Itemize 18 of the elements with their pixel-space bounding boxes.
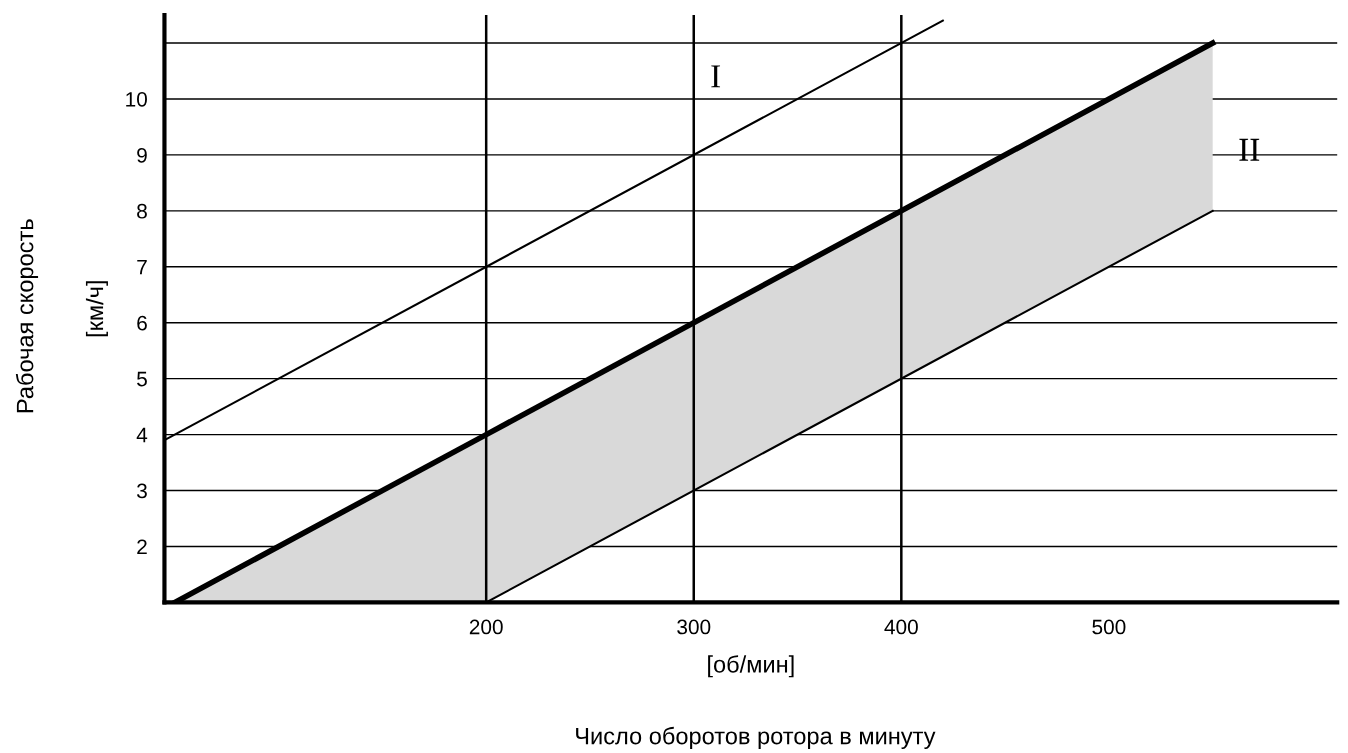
y-tick-label: 9 — [137, 147, 147, 163]
text: Рабочая скорость — [15, 219, 39, 413]
y-tick-label: 5 — [137, 371, 147, 387]
annotation: I — [711, 65, 721, 88]
text: Число оборотов ротора в минуту — [576, 726, 936, 750]
y-tick-label: 2 — [137, 539, 147, 555]
y-axis-title: [км/ч] — [85, 281, 108, 337]
y-tick-label: 10 — [126, 91, 147, 107]
y-tick-label: 8 — [137, 203, 147, 219]
y-tick-label: 3 — [137, 483, 147, 499]
x-tick-label: 200 — [469, 619, 503, 635]
y-tick-label: 6 — [137, 315, 147, 331]
y-tick-label: 4 — [136, 427, 148, 443]
x-axis-title: [об/мин] — [708, 655, 794, 678]
x-tick-label: 400 — [884, 619, 918, 635]
x-tick-label: 300 — [677, 619, 711, 635]
x-tick-label: 500 — [1092, 619, 1126, 635]
y-tick-label: 7 — [137, 259, 147, 275]
